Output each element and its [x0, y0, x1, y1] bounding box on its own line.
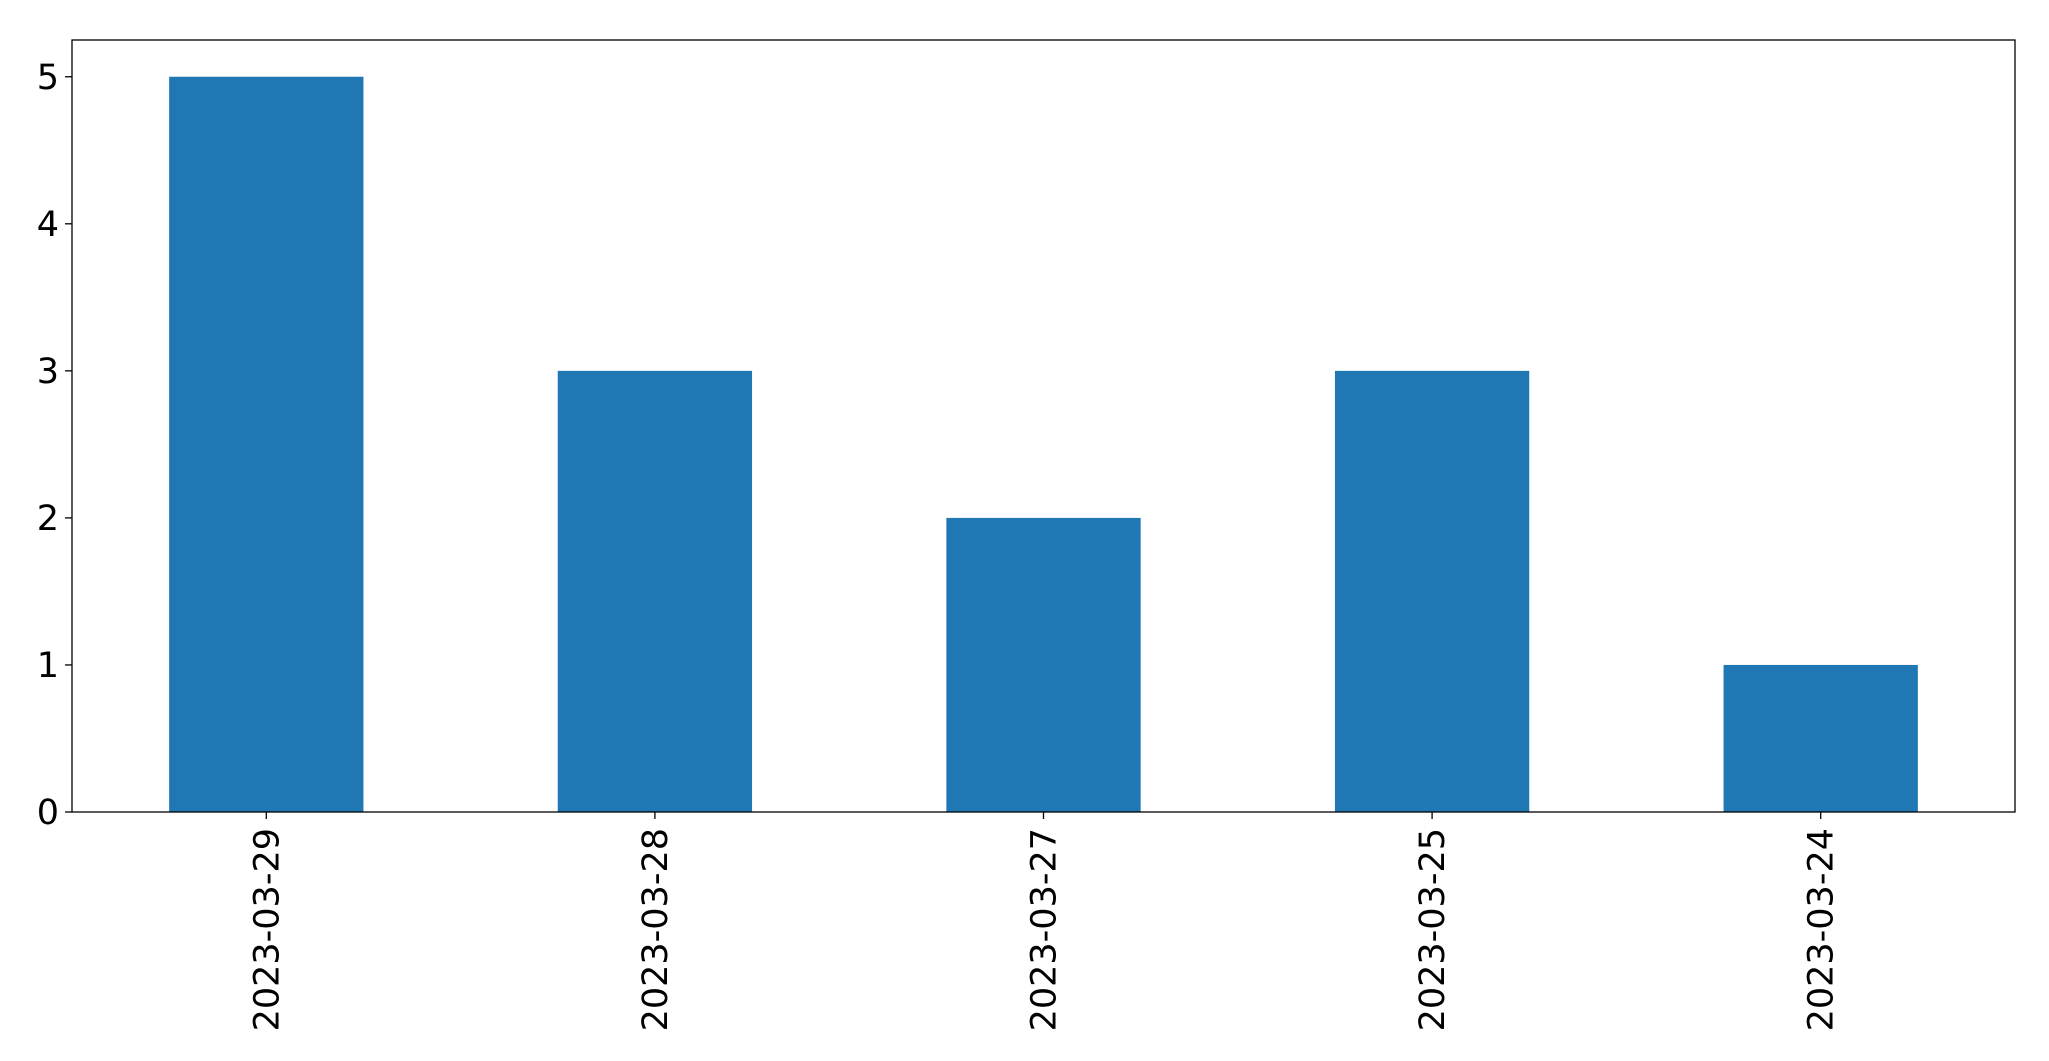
bar-2023-03-25	[1334, 370, 1530, 812]
y-tick-label: 2	[37, 499, 59, 539]
y-tick-label: 4	[37, 205, 59, 245]
x-tick-label: 2023-03-24	[1802, 828, 1842, 1031]
x-tick-label: 2023-03-27	[1025, 828, 1065, 1031]
y-tick-label: 5	[37, 58, 59, 98]
bar-2023-03-29	[169, 76, 364, 812]
y-tick-label: 0	[37, 793, 59, 833]
bar-2023-03-27	[946, 517, 1141, 812]
x-tick-label: 2023-03-28	[636, 828, 676, 1031]
bar-2023-03-28	[557, 370, 753, 812]
bar-2023-03-24	[1723, 664, 1918, 812]
x-tick-label: 2023-03-29	[247, 828, 287, 1031]
y-tick-label: 1	[37, 646, 59, 686]
y-tick-label: 3	[37, 352, 59, 392]
y-axis: 0 1 2 3 4 5	[37, 58, 72, 833]
x-tick-label: 2023-03-25	[1413, 828, 1453, 1031]
x-axis: 2023-03-29 2023-03-28 2023-03-27 2023-03-25…	[247, 812, 1842, 1031]
bars-group	[169, 76, 1918, 812]
plot-frame	[71, 39, 2016, 813]
